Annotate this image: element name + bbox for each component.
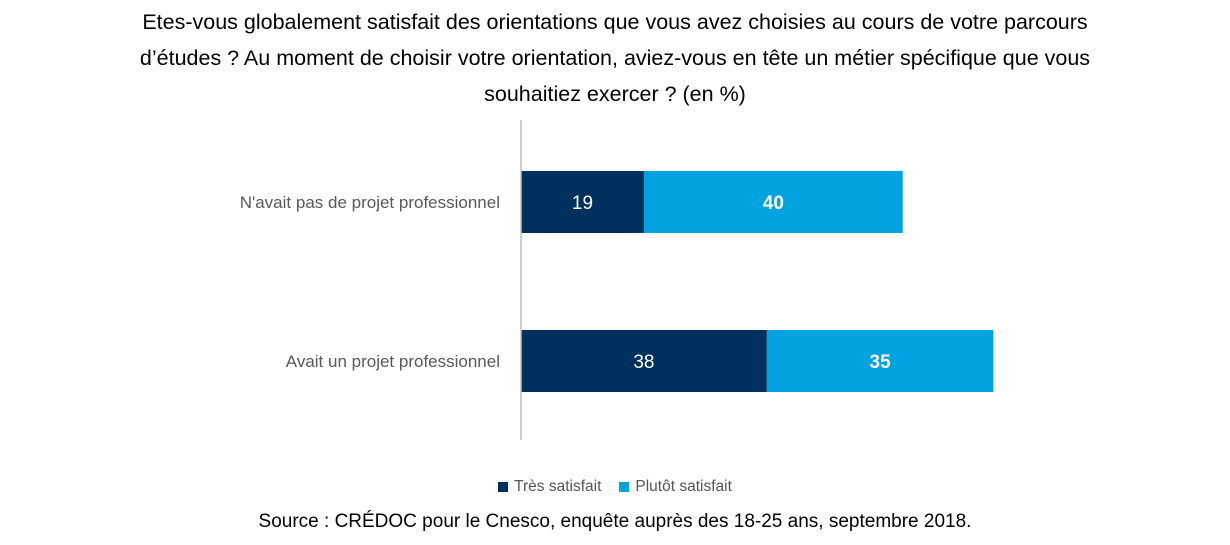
data-label: 40 <box>763 193 784 214</box>
category-label: Avait un projet professionnel <box>286 352 500 371</box>
chart-title-line: souhaitiez exercer ? (en %) <box>484 82 746 106</box>
data-label: 38 <box>633 352 654 373</box>
legend-item: Très satisfait <box>498 478 601 496</box>
chart-title: Etes-vous globalement satisfait des orie… <box>0 4 1230 112</box>
chart-legend: Très satisfait Plutôt satisfait <box>0 478 1230 496</box>
chart-title-line: Etes-vous globalement satisfait des orie… <box>142 10 1088 34</box>
bar-segment <box>643 171 903 233</box>
legend-item: Plutôt satisfait <box>619 478 732 496</box>
data-label: 35 <box>870 352 892 373</box>
data-label: 19 <box>572 193 593 214</box>
source-note: Source : CRÉDOC pour le Cnesco, enquête … <box>258 511 972 532</box>
legend-label: Très satisfait <box>514 478 602 495</box>
legend-label: Plutôt satisfait <box>635 478 732 495</box>
legend-swatch <box>619 482 630 492</box>
category-label: N'avait pas de projet professionnel <box>240 193 500 212</box>
bar-segment <box>521 330 767 392</box>
bar-segment <box>766 330 994 392</box>
bar-segment <box>521 171 644 233</box>
chart-title-line: d’études ? Au moment de choisir votre or… <box>139 46 1091 70</box>
legend-swatch <box>498 482 509 492</box>
